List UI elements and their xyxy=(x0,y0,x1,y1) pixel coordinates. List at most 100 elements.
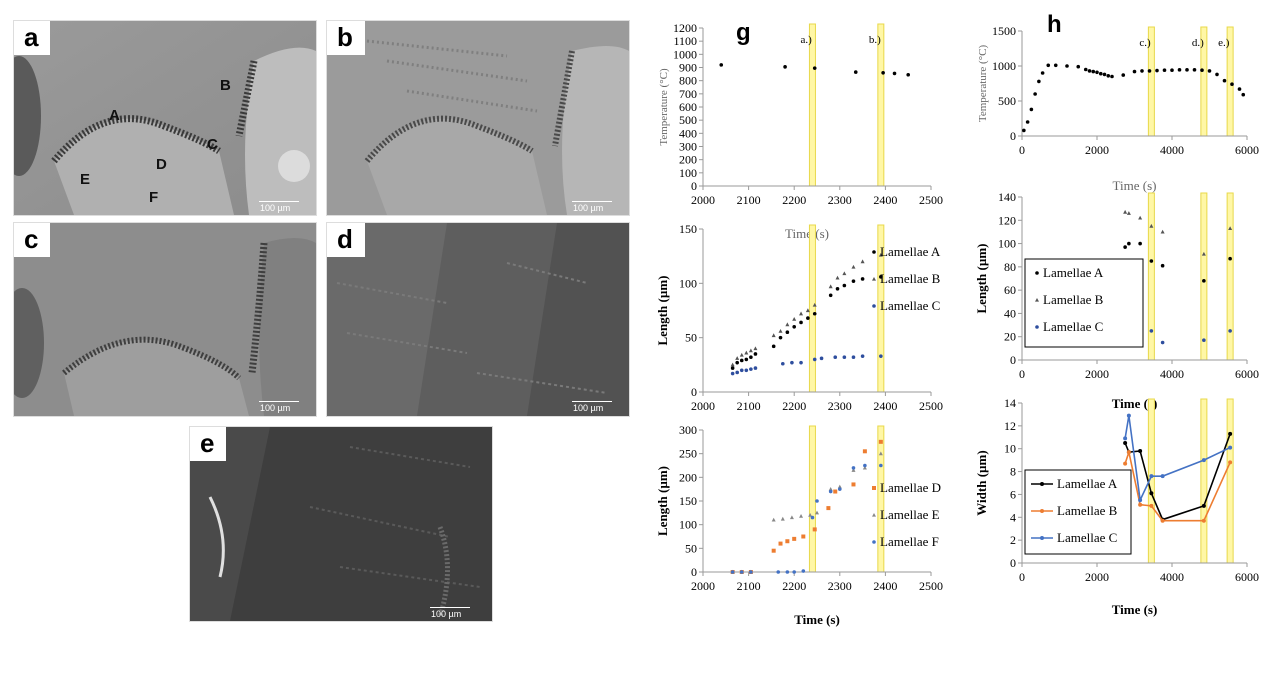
data-point xyxy=(1029,107,1034,112)
data-point xyxy=(853,70,858,74)
y-axis-label: Temperature (°C) xyxy=(977,45,989,123)
data-point xyxy=(785,322,790,327)
data-point xyxy=(1228,329,1232,333)
data-point xyxy=(1192,68,1197,72)
legend: Lamellae A Lamellae B Lamellae C xyxy=(1024,469,1132,555)
data-point xyxy=(748,348,753,353)
micrograph-d-image xyxy=(327,223,629,416)
data-point xyxy=(1149,474,1154,479)
data-point xyxy=(730,362,735,367)
panel-letter-d: d xyxy=(327,223,365,257)
series-temperature xyxy=(1022,63,1246,133)
x-tick-label: 4000 xyxy=(1160,143,1184,157)
data-point xyxy=(838,487,842,491)
data-point xyxy=(1132,69,1137,74)
data-point xyxy=(753,352,758,356)
y-tick-label: 0 xyxy=(691,179,697,193)
data-point xyxy=(790,360,794,365)
data-point xyxy=(835,275,840,280)
y-tick-label: 50 xyxy=(685,331,697,345)
data-point xyxy=(1202,279,1206,283)
data-point xyxy=(851,264,856,269)
data-point xyxy=(778,328,783,333)
legend-swatch xyxy=(1035,298,1039,302)
data-point xyxy=(1087,69,1092,73)
x-tick-label: 2100 xyxy=(737,579,761,593)
data-point xyxy=(785,539,790,544)
data-point xyxy=(1106,74,1111,78)
data-point xyxy=(1228,445,1233,450)
legend-label: Lamellae A xyxy=(1043,265,1104,280)
x-tick-label: 2000 xyxy=(691,579,715,593)
data-point xyxy=(828,293,833,298)
y-axis-label: Width (µm) xyxy=(974,450,989,515)
legend: Lamellae A Lamellae B Lamellae C xyxy=(1024,258,1144,348)
label-F: F xyxy=(149,189,159,206)
y-tick-label: 2 xyxy=(1010,533,1016,547)
legend-label: Lamellae B xyxy=(1057,503,1118,518)
data-point xyxy=(801,534,806,539)
series-lamellae-c xyxy=(730,354,883,376)
chart-h-5: 0 2 4 6 8 10 12 14 0 2000 4000 6000 Width (µm) Time (… xyxy=(974,396,1259,617)
data-point xyxy=(835,286,840,291)
legend-swatch xyxy=(872,250,876,254)
data-point xyxy=(1040,71,1045,75)
data-point xyxy=(1076,64,1081,69)
y-tick-label: 0 xyxy=(691,385,697,399)
y-tick-label: 1500 xyxy=(992,24,1016,38)
x-tick-label: 2000 xyxy=(1085,570,1109,584)
series-lamellae-b xyxy=(1123,449,1233,523)
data-point xyxy=(1228,256,1232,261)
data-point xyxy=(812,311,817,316)
x-tick-label: 2300 xyxy=(828,399,852,413)
x-tick-label: 2400 xyxy=(873,399,897,413)
x-tick-label: 2100 xyxy=(737,399,761,413)
x-tick-label: 2300 xyxy=(828,193,852,207)
data-point xyxy=(1185,68,1189,72)
data-point xyxy=(1201,458,1206,463)
data-point xyxy=(1123,461,1128,466)
data-point xyxy=(1065,64,1069,68)
highlight-label: c.) xyxy=(1139,37,1151,49)
x-tick-label: 2400 xyxy=(873,193,897,207)
panel-letter-h: h xyxy=(1047,11,1062,38)
data-point xyxy=(812,357,817,362)
x-tick-label: 4000 xyxy=(1160,570,1184,584)
data-point xyxy=(1162,68,1167,72)
data-point xyxy=(771,333,776,338)
legend-swatch-dot xyxy=(1040,509,1044,513)
y-tick-label: 900 xyxy=(679,61,697,75)
data-point xyxy=(812,302,817,307)
legend-box xyxy=(1024,258,1144,348)
data-point xyxy=(1201,251,1206,256)
y-tick-label: 80 xyxy=(1004,260,1016,274)
highlight-band xyxy=(877,23,885,187)
data-point xyxy=(1149,491,1154,496)
highlight-band xyxy=(1226,192,1234,361)
y-tick-label: 0 xyxy=(1010,556,1016,570)
scale-bar xyxy=(430,607,470,608)
scale-label: 100 µm xyxy=(260,203,291,213)
micrograph-a: a A B C D E F 100 µm xyxy=(13,20,317,216)
data-point xyxy=(778,335,783,340)
data-point xyxy=(851,466,856,470)
x-tick-label: 0 xyxy=(1019,143,1025,157)
y-tick-label: 500 xyxy=(679,113,697,127)
series-lamellae-a xyxy=(1123,431,1233,522)
y-tick-label: 60 xyxy=(1004,283,1016,297)
y-tick-label: 50 xyxy=(685,541,697,555)
micrograph-e-image xyxy=(190,427,492,621)
data-point xyxy=(1207,69,1212,73)
data-point xyxy=(1053,63,1058,68)
series-temperature xyxy=(719,63,910,77)
y-tick-label: 8 xyxy=(1010,465,1016,479)
panel-letter-e: e xyxy=(190,427,227,461)
data-point xyxy=(806,316,810,320)
highlight-band xyxy=(877,425,885,573)
data-point xyxy=(878,439,883,444)
data-point xyxy=(808,513,813,517)
legend-label: Lamellae B xyxy=(1043,292,1104,307)
data-point xyxy=(1025,120,1030,124)
legend-label: Lamellae A xyxy=(880,244,941,259)
highlight-band xyxy=(1200,192,1208,361)
